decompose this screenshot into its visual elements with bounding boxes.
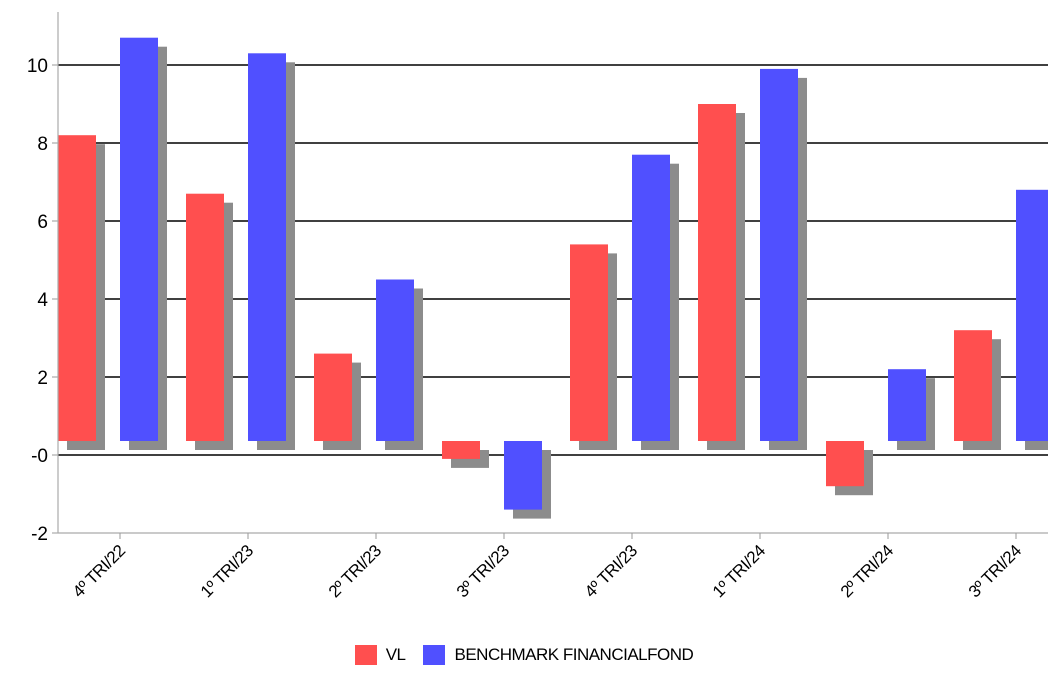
bar-benchmark [504, 441, 542, 510]
y-tick-label: 10 [27, 56, 48, 77]
bar-vl [954, 330, 992, 441]
bar-benchmark [120, 37, 158, 441]
bar-benchmark [760, 68, 798, 442]
legend-swatch-vl [354, 645, 377, 665]
legend-label-benchmark: BENCHMARK FINANCIALFOND [454, 645, 694, 664]
bar-vl [186, 193, 224, 441]
x-tick-label: 4º TRI/22 [69, 541, 129, 601]
bar-benchmark [376, 279, 414, 441]
legend-item-vl: VL [354, 645, 406, 665]
legend-item-benchmark: BENCHMARK FINANCIALFOND [423, 645, 694, 665]
bar-vl [826, 441, 864, 487]
bar-vl [698, 104, 736, 441]
y-tick-label: -2 [31, 524, 48, 545]
legend: VL BENCHMARK FINANCIALFOND [0, 642, 1048, 668]
x-tick-label: 4º TRI/23 [581, 541, 641, 601]
x-tick-label: 3º TRI/23 [453, 541, 513, 601]
x-tick-label: 1º TRI/23 [197, 541, 257, 601]
x-tick-label: 2º TRI/23 [325, 541, 385, 601]
bar-vl [442, 441, 480, 459]
y-tick-label: 6 [37, 212, 48, 233]
bar-benchmark [248, 53, 286, 442]
y-tick-label: 2 [37, 368, 48, 389]
legend-swatch-benchmark [423, 645, 446, 665]
legend-label-vl: VL [385, 645, 406, 664]
y-tick-label: 8 [37, 134, 48, 155]
y-tick-label: -0 [31, 446, 48, 467]
bar-vl [58, 135, 96, 441]
x-tick-label: 2º TRI/24 [837, 541, 897, 601]
x-tick-label: 1º TRI/24 [709, 541, 769, 601]
bar-vl [314, 353, 352, 441]
bar-vl [570, 244, 608, 441]
bar-benchmark [888, 369, 926, 441]
x-tick-label: 3º TRI/24 [965, 541, 1025, 601]
bar-benchmark [1016, 189, 1048, 441]
bars-layer [58, 37, 1048, 519]
axis-layer [52, 12, 1048, 539]
y-tick-label: 4 [37, 290, 48, 311]
bar-benchmark [632, 154, 670, 441]
label-layer: -2 -0 2 4 6 8 10 4º TRI/22 1º TRI/23 2º TRI/23 3º … [27, 56, 1025, 601]
